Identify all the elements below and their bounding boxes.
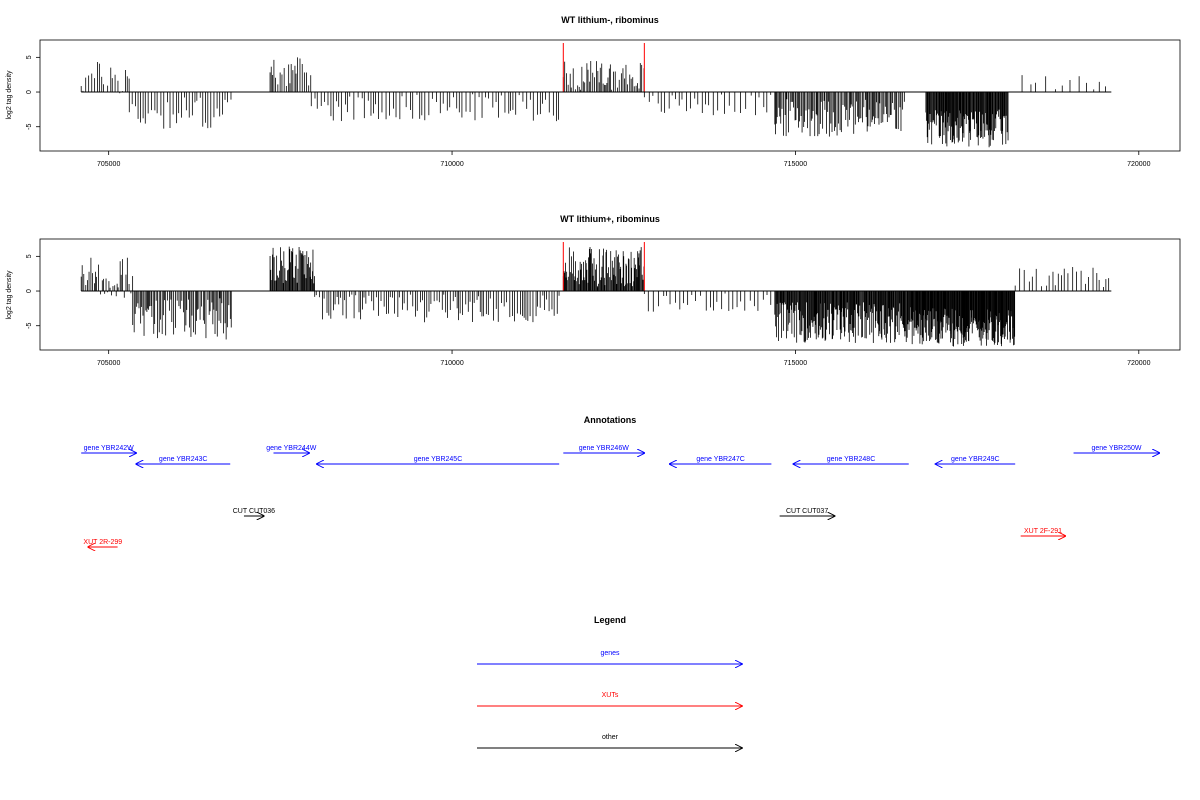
x-tick-label: 720000 bbox=[1127, 360, 1150, 367]
annotations-title: Annotations bbox=[584, 415, 637, 425]
annotation-gene: gene YBR250W bbox=[1073, 445, 1160, 453]
legend-item-xut: XUTs bbox=[477, 692, 742, 706]
annotation-label: gene YBR248C bbox=[827, 456, 876, 463]
x-tick-label: 720000 bbox=[1127, 161, 1150, 168]
annotation-xut: XUT 2F-291 bbox=[1020, 528, 1066, 536]
panel-title: WT lithium-, ribominus bbox=[561, 15, 659, 25]
annotation-gene: gene YBR242W bbox=[81, 445, 136, 453]
annotation-other: CUT CUT037 bbox=[779, 508, 835, 516]
annotation-label: gene YBR243C bbox=[159, 456, 208, 463]
signal-bars bbox=[80, 246, 1110, 347]
annotation-label: gene YBR246W bbox=[579, 445, 629, 452]
x-tick-label: 715000 bbox=[784, 360, 807, 367]
annotation-label: gene YBR242W bbox=[84, 445, 134, 452]
signal-bars bbox=[80, 57, 1106, 148]
annotation-gene: gene YBR245C bbox=[317, 456, 560, 464]
x-tick-label: 710000 bbox=[440, 161, 463, 168]
y-axis: 5 0 -5 bbox=[26, 55, 40, 130]
annotation-label: XUT 2F-291 bbox=[1024, 528, 1062, 535]
x-tick-label: 705000 bbox=[97, 161, 120, 168]
annotation-other: CUT CUT036 bbox=[233, 508, 275, 516]
annotation-label: gene YBR249C bbox=[951, 456, 1000, 463]
annotation-gene: gene YBR247C bbox=[670, 456, 772, 464]
x-tick-label: 710000 bbox=[440, 360, 463, 367]
annotation-label: gene YBR247C bbox=[696, 456, 745, 463]
x-tick-label: 715000 bbox=[784, 161, 807, 168]
legend: Legend genes XUTs other bbox=[477, 615, 742, 748]
legend-label: genes bbox=[600, 650, 620, 657]
y-tick-label: 5 bbox=[26, 254, 33, 258]
annotation-label: CUT CUT036 bbox=[233, 508, 275, 515]
y-tick-label: -5 bbox=[26, 323, 33, 329]
annotation-label: gene YBR250W bbox=[1091, 445, 1141, 452]
annotation-label: CUT CUT037 bbox=[786, 508, 828, 515]
y-axis: 5 0 -5 bbox=[26, 254, 40, 329]
track-panel-lithium-plus: WT lithium+, ribominus 705000 710000 71500… bbox=[6, 214, 1181, 367]
y-tick-label: 0 bbox=[26, 289, 33, 293]
region-markers bbox=[562, 242, 645, 292]
legend-label: XUTs bbox=[602, 692, 619, 699]
x-tick-label: 705000 bbox=[97, 360, 120, 367]
y-tick-label: 0 bbox=[26, 90, 33, 94]
track-panel-lithium-minus: WT lithium-, ribominus 705000 710000 71500… bbox=[6, 15, 1181, 168]
annotation-gene: gene YBR243C bbox=[136, 456, 231, 464]
legend-title: Legend bbox=[594, 615, 626, 625]
legend-label: other bbox=[602, 734, 619, 741]
legend-items: genes XUTs other bbox=[477, 650, 742, 748]
annotation-label: gene YBR245C bbox=[414, 456, 463, 463]
plot-frame bbox=[39, 39, 1181, 152]
legend-item-gene: genes bbox=[477, 650, 742, 664]
annotation-label: gene YBR244W bbox=[266, 445, 316, 452]
plot-frame bbox=[39, 238, 1181, 351]
region-markers bbox=[562, 43, 645, 93]
y-tick-label: -5 bbox=[26, 124, 33, 130]
y-tick-label: 5 bbox=[26, 55, 33, 59]
annotation-gene: gene YBR249C bbox=[936, 456, 1016, 464]
annotation-gene: gene YBR246W bbox=[563, 445, 644, 453]
annotation-gene: gene YBR248C bbox=[793, 456, 909, 464]
x-axis: 705000 710000 715000 720000 bbox=[97, 350, 1151, 367]
annotation-items: gene YBR242W gene YBR243C gene YBR244W gene… bbox=[81, 445, 1159, 547]
annotation-label: XUT 2R-299 bbox=[83, 539, 122, 546]
annotation-xut: XUT 2R-299 bbox=[83, 539, 122, 547]
y-axis-label: log2 tag density bbox=[6, 270, 13, 320]
annotation-gene: gene YBR244W bbox=[266, 445, 317, 453]
y-axis-label: log2 tag density bbox=[6, 70, 13, 120]
panel-title: WT lithium+, ribominus bbox=[560, 214, 660, 224]
x-axis: 705000 710000 715000 720000 bbox=[97, 151, 1151, 168]
legend-item-other: other bbox=[477, 734, 742, 748]
